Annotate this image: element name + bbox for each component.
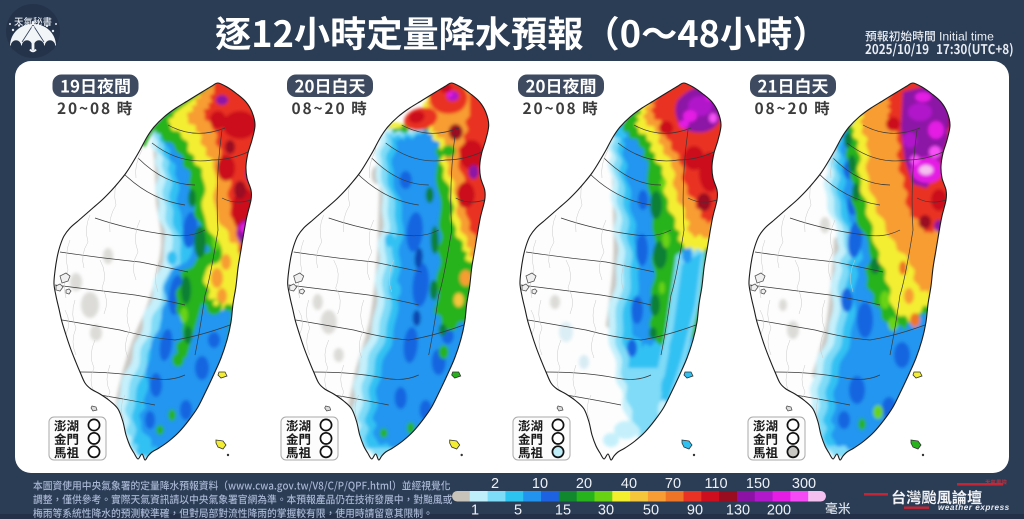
svg-text:20: 20 <box>576 476 592 492</box>
svg-text:300: 300 <box>792 476 816 492</box>
svg-text:110: 110 <box>704 476 727 492</box>
svg-text:130: 130 <box>726 503 750 519</box>
svg-text:10: 10 <box>532 476 548 492</box>
svg-text:150: 150 <box>746 476 770 492</box>
svg-text:5: 5 <box>514 503 522 519</box>
svg-text:30: 30 <box>598 503 614 519</box>
svg-text:15: 15 <box>555 503 571 519</box>
svg-text:70: 70 <box>665 476 681 492</box>
svg-text:2: 2 <box>491 476 499 492</box>
svg-text:200: 200 <box>767 503 791 519</box>
svg-text:40: 40 <box>621 476 637 492</box>
svg-text:1: 1 <box>471 503 479 519</box>
svg-text:50: 50 <box>643 503 659 519</box>
svg-text:90: 90 <box>687 503 703 519</box>
svg-text:weather express: weather express <box>938 503 1010 512</box>
svg-text:Initial time: Initial time <box>939 30 994 44</box>
